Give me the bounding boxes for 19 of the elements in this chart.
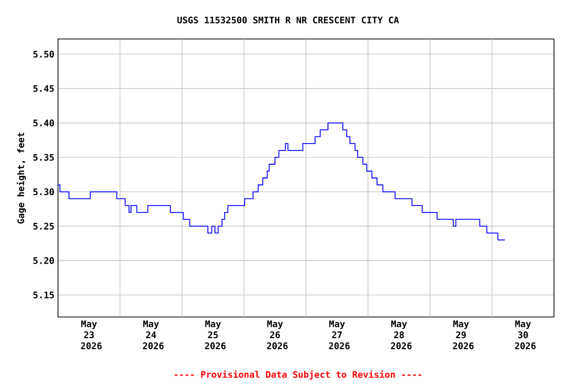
x-tick-label: May 27 2026 <box>328 320 350 350</box>
y-tick-label: 5.45 <box>33 85 54 92</box>
x-tick-label: May 28 2026 <box>390 320 412 350</box>
text: ---- Provisional Data Subject to Revision ---- <box>174 370 422 380</box>
chart-title: USGS 11532500 SMITH R NR CRESCENT CITY CA <box>177 16 399 24</box>
y-tick-label: 5.50 <box>33 50 54 58</box>
x-tick-label: May 23 2026 <box>80 320 102 350</box>
x-tick-label: May 29 2026 <box>452 320 474 350</box>
x-tick-label: May 30 2026 <box>514 320 536 350</box>
y-axis-title: Gage height, feet <box>16 132 26 224</box>
x-tick-label: May 24 2026 <box>142 320 164 350</box>
y-tick-label: 5.30 <box>33 188 54 196</box>
x-tick-label: May 26 2026 <box>266 320 288 350</box>
y-tick-label: 5.35 <box>33 154 54 161</box>
y-tick-label: 5.25 <box>33 222 54 230</box>
y-tick-label: 5.20 <box>33 257 54 264</box>
y-tick-label: 5.40 <box>33 120 54 126</box>
x-tick-label: May 25 2026 <box>204 320 226 350</box>
y-tick-label: 5.15 <box>33 292 54 298</box>
